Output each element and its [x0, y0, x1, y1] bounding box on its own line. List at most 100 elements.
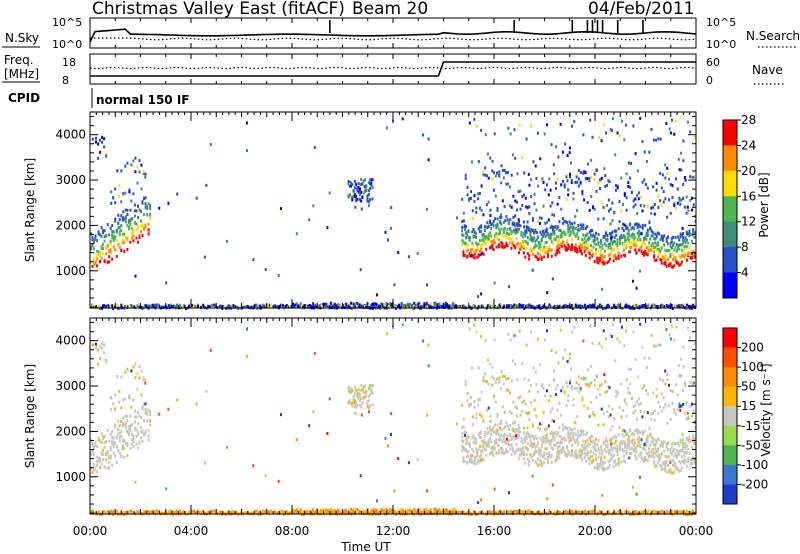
data-cell [499, 436, 502, 439]
data-cell [668, 304, 671, 308]
data-cell [472, 509, 475, 513]
data-cell [634, 152, 637, 156]
data-cell [429, 508, 432, 512]
data-cell [665, 470, 668, 474]
data-cell [136, 371, 139, 375]
data-cell [503, 168, 506, 172]
data-cell [551, 213, 554, 217]
data-cell [689, 336, 692, 340]
data-cell [625, 225, 628, 229]
data-cell [593, 510, 595, 514]
data-cell [639, 438, 642, 442]
data-cell [671, 196, 674, 199]
data-cell [666, 304, 669, 308]
data-cell [556, 202, 559, 206]
data-cell [568, 357, 571, 361]
data-cell [593, 172, 596, 176]
data-cell [605, 244, 608, 248]
data-cell [664, 262, 667, 266]
data-cell [655, 138, 658, 142]
data-cell [631, 235, 634, 239]
data-cell [462, 254, 465, 258]
data-cell [486, 238, 489, 242]
data-cell [545, 230, 548, 233]
data-cell [117, 432, 120, 436]
data-cell [489, 231, 491, 235]
colorbar-tick-label: 20 [741, 164, 756, 178]
data-cell [664, 466, 667, 470]
data-cell [522, 510, 525, 514]
data-cell [538, 446, 541, 450]
data-cell [574, 386, 577, 390]
data-cell [560, 437, 563, 441]
data-cell [521, 195, 524, 199]
data-cell [543, 438, 546, 442]
data-cell [535, 244, 538, 248]
data-cell [609, 428, 612, 432]
data-cell [656, 454, 659, 457]
data-cell [108, 255, 111, 259]
data-cell [596, 169, 598, 172]
data-cell [683, 251, 686, 255]
data-cell [595, 437, 597, 441]
data-cell [618, 220, 621, 224]
data-cell [329, 301, 332, 305]
data-cell [232, 304, 235, 308]
data-cell [524, 461, 527, 465]
data-cell [482, 238, 485, 242]
data-cell [527, 378, 530, 382]
data-cell [112, 234, 115, 238]
data-cell [369, 404, 371, 408]
data-cell [574, 432, 577, 436]
data-cell [670, 240, 673, 244]
data-cell [634, 429, 637, 433]
data-cell [571, 238, 573, 242]
data-cell [548, 451, 551, 455]
data-cell [108, 249, 111, 252]
data-cell [617, 256, 620, 260]
data-cell [593, 237, 596, 240]
data-cell [518, 433, 520, 437]
data-cell [643, 251, 645, 255]
data-cell [608, 450, 611, 454]
data-cell [613, 459, 616, 463]
data-cell [147, 222, 150, 226]
data-cell [501, 451, 504, 455]
data-cell [533, 236, 536, 240]
data-cell [466, 244, 469, 248]
data-cell [526, 220, 529, 224]
data-cell [491, 365, 494, 369]
data-cell [408, 510, 411, 514]
data-cell [660, 442, 663, 446]
data-cell [682, 236, 685, 239]
data-cell [484, 379, 487, 383]
data-cell [477, 459, 480, 463]
data-cell [129, 428, 132, 432]
data-cell [615, 229, 618, 233]
data-cell [509, 241, 512, 245]
data-cell [636, 375, 639, 379]
data-cell [319, 509, 322, 513]
data-cell [531, 424, 534, 428]
data-cell [135, 236, 138, 240]
data-cell [462, 233, 465, 237]
data-cell [484, 166, 487, 170]
data-cell [112, 402, 115, 406]
data-cell [519, 395, 522, 399]
data-cell [641, 252, 644, 256]
data-cell [281, 304, 284, 308]
data-cell [548, 245, 551, 249]
data-cell [362, 305, 365, 309]
data-cell [641, 241, 644, 245]
data-cell [547, 255, 549, 258]
data-cell [634, 441, 637, 445]
data-cell [496, 217, 499, 221]
data-cell [548, 441, 551, 445]
data-cell [111, 224, 114, 227]
data-cell [452, 302, 455, 306]
data-cell [515, 429, 518, 432]
data-cell [648, 426, 651, 430]
data-cell [497, 438, 500, 442]
data-cell [657, 400, 660, 404]
data-cell [519, 241, 522, 245]
